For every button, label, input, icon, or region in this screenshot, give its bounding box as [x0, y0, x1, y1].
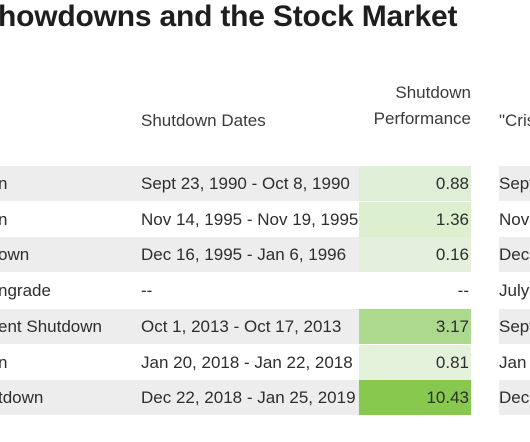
cell-event-name-text: n: [0, 174, 8, 193]
cell-event-name-text: ngrade: [0, 281, 51, 301]
cell-event-name: n: [0, 202, 124, 237]
cell-event-name-text: n: [0, 352, 8, 372]
cell-shutdown-dates: Oct 1, 2013 - Oct 17, 2013: [141, 316, 342, 336]
cell-shutdown-dates: Jan 20, 2018 - Jan 22, 2018: [141, 352, 353, 372]
performance-value: 3.17: [359, 308, 471, 344]
cell-event-name: tdown: [0, 380, 124, 415]
table-row: n Jan 20, 2018 - Jan 22, 2018 0.81 Jan: [0, 344, 530, 380]
cell-shutdown-performance: 1.36: [359, 201, 471, 237]
performance-value: 0.81: [359, 344, 471, 380]
cell-event-name-text: own: [0, 245, 30, 265]
column-gap: [471, 344, 499, 380]
cell-crisis: Sept: [499, 316, 530, 336]
cell-event-name: n: [0, 345, 124, 380]
column-header-perf-line1: Shutdown: [395, 83, 471, 102]
column-gap: [471, 380, 499, 416]
cell-shutdown-dates: --: [141, 281, 153, 301]
performance-value: 0.16: [359, 237, 471, 273]
column-header-shutdown-dates: Shutdown Dates: [141, 111, 266, 130]
cell-event-name-text: tdown: [0, 388, 44, 408]
column-gap: [471, 237, 499, 273]
table-row: n Nov 14, 1995 - Nov 19, 1995 1.36 Nov: [0, 201, 530, 237]
cell-crisis: July: [499, 281, 530, 301]
cell-shutdown-performance: 0.81: [359, 344, 471, 380]
cell-crisis: Nov: [499, 209, 530, 229]
cell-crisis: Jan: [499, 352, 527, 372]
performance-value: 0.88: [359, 166, 471, 201]
cell-shutdown-dates: Dec 16, 1995 - Jan 6, 1996: [141, 245, 347, 265]
cell-event-name: ngrade: [0, 273, 124, 308]
column-gap: [471, 273, 499, 309]
column-gap: [471, 308, 499, 344]
cell-crisis: Dec: [499, 388, 530, 408]
cell-shutdown-performance: 3.17: [359, 308, 471, 344]
column-gap: [471, 166, 499, 201]
column-header-crisis: "Cris: [499, 111, 530, 130]
table-row: n Sept 23, 1990 - Oct 8, 1990 0.88 Sept: [0, 166, 530, 201]
cell-shutdown-performance: --: [359, 273, 471, 309]
cell-event-name: n: [0, 166, 124, 201]
performance-value: 10.43: [359, 380, 471, 416]
cell-crisis: Sept: [499, 174, 530, 193]
column-header-perf-line2: Performance: [373, 109, 471, 128]
cell-event-name-text: n: [0, 209, 8, 229]
cell-shutdown-dates: Dec 22, 2018 - Jan 25, 2019: [141, 388, 356, 408]
performance-value: --: [359, 273, 471, 309]
cell-shutdown-dates: Nov 14, 1995 - Nov 19, 1995: [141, 209, 359, 229]
table-row: own Dec 16, 1995 - Jan 6, 1996 0.16 Dec: [0, 237, 530, 273]
cell-event-name: ent Shutdown: [0, 309, 124, 344]
page-title: howdowns and the Stock Market: [0, 0, 458, 33]
cell-event-name-text: ent Shutdown: [0, 316, 102, 336]
cell-crisis: Dec: [499, 245, 530, 265]
cell-shutdown-dates: Sept 23, 1990 - Oct 8, 1990: [141, 174, 350, 193]
column-header-shutdown-performance: Shutdown Performance: [374, 80, 471, 132]
cell-shutdown-performance: 0.88: [359, 166, 471, 201]
table-row: tdown Dec 22, 2018 - Jan 25, 2019 10.43 Dec: [0, 380, 530, 416]
table-row: ngrade -- -- July: [0, 273, 530, 309]
column-gap: [471, 201, 499, 237]
cell-shutdown-performance: 0.16: [359, 237, 471, 273]
table-row: ent Shutdown Oct 1, 2013 - Oct 17, 2013 3.…: [0, 308, 530, 344]
cell-shutdown-performance: 10.43: [359, 380, 471, 416]
performance-value: 1.36: [359, 201, 471, 237]
cell-event-name: own: [0, 237, 124, 272]
